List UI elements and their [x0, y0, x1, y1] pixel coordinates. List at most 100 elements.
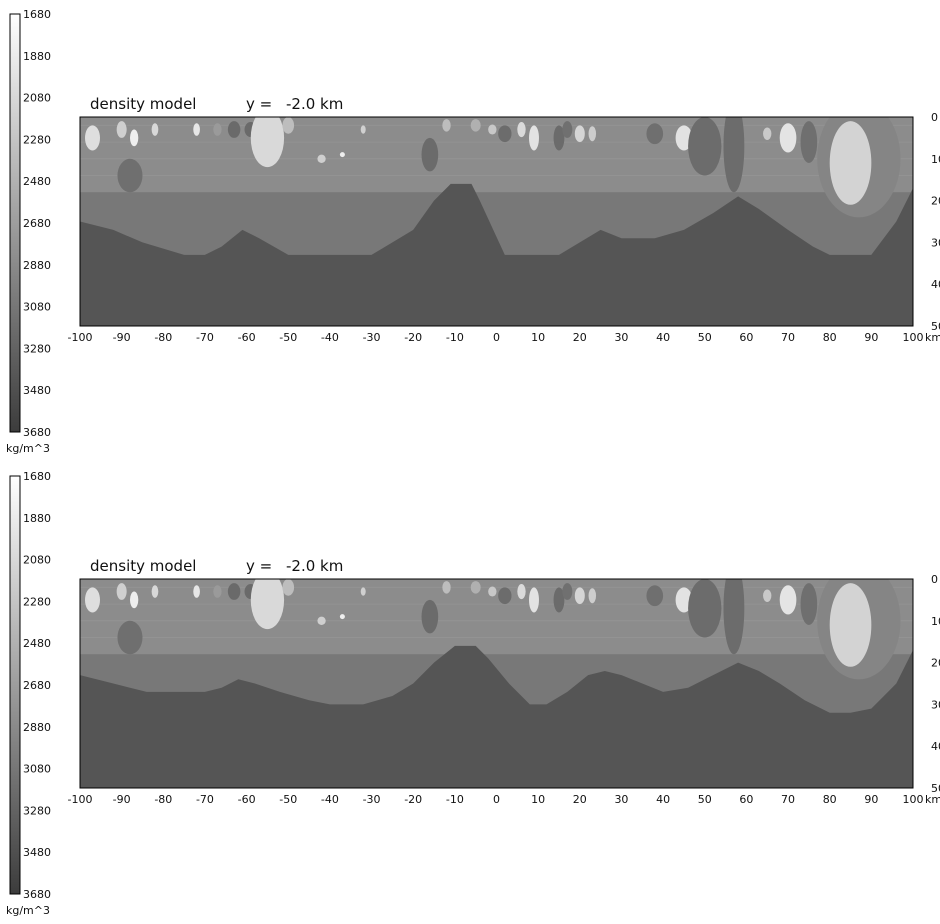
mantle-layer: [80, 183, 913, 326]
x-tick-label: -60: [238, 331, 256, 344]
depth-tick-label: 10: [931, 615, 940, 628]
density-anomaly: [282, 117, 295, 134]
colorbar-tick-label: 2880: [23, 721, 51, 734]
density-anomaly: [129, 129, 139, 147]
density-anomaly: [116, 121, 127, 138]
depth-tick-label: 10: [931, 153, 940, 166]
x-tick-label: -20: [404, 331, 422, 344]
colorbar: [9, 475, 21, 895]
x-tick-label: -100: [68, 331, 93, 344]
x-unit-label: km: [925, 331, 940, 344]
colorbar: [9, 13, 21, 433]
colorbar-tick-label: 3080: [23, 763, 51, 776]
density-anomaly: [553, 587, 565, 613]
depth-tick-label: 20: [931, 657, 940, 670]
colorbar-tick-label: 2880: [23, 259, 51, 272]
density-anomaly: [421, 599, 439, 634]
depth-tick-label: 0: [931, 573, 938, 586]
density-anomaly: [779, 585, 797, 615]
colorbar-tick-label: 1680: [23, 470, 51, 483]
x-tick-label: 0: [493, 331, 500, 344]
x-tick-label: 100: [903, 331, 924, 344]
x-tick-label: 70: [781, 793, 795, 806]
x-tick-label: 60: [739, 793, 753, 806]
density-anomaly: [517, 584, 526, 600]
x-tick-label: 10: [531, 331, 545, 344]
depth-tick-label: 30: [931, 236, 940, 249]
colorbar-tick-label: 2280: [23, 595, 51, 608]
x-tick-label: -70: [196, 793, 214, 806]
chart-title: density model: [90, 557, 196, 575]
chart-title: density model: [90, 95, 196, 113]
plot-frame: [79, 578, 914, 789]
colorbar-tick-label: 2480: [23, 637, 51, 650]
density-anomaly: [562, 121, 573, 138]
x-tick-label: -10: [446, 331, 464, 344]
density-anomaly: [829, 583, 872, 667]
panel-svg-1: density model y = -2.0 km-100 -90 -80 -70 -60-…: [6, 8, 940, 455]
density-anomaly: [588, 126, 597, 142]
density-anomaly: [213, 585, 222, 598]
chart-subtitle-label: y =: [246, 557, 272, 575]
density-anomaly: [517, 122, 526, 138]
x-tick-label: 20: [573, 793, 587, 806]
density-anomaly: [117, 620, 143, 655]
density-anomaly: [528, 125, 539, 151]
x-tick-label: 10: [531, 793, 545, 806]
density-anomaly: [488, 124, 497, 135]
plot-area: [80, 579, 913, 788]
density-anomaly: [129, 591, 139, 609]
x-tick-label: 90: [864, 331, 878, 344]
density-anomaly: [574, 125, 585, 143]
density-anomaly: [588, 588, 597, 604]
density-anomaly: [763, 127, 772, 140]
density-anomaly: [574, 587, 585, 605]
x-tick-label: -40: [321, 331, 339, 344]
colorbar-tick-label: 2680: [23, 217, 51, 230]
depth-tick-label: 30: [931, 698, 940, 711]
density-anomaly: [339, 614, 345, 620]
x-tick-label: 80: [823, 793, 837, 806]
density-anomaly: [675, 587, 693, 613]
x-tick-label: -70: [196, 331, 214, 344]
density-anomaly: [227, 121, 241, 138]
x-tick-label: -80: [154, 331, 172, 344]
colorbar-tick-label: 2680: [23, 679, 51, 692]
x-unit-label: km: [925, 793, 940, 806]
density-anomaly: [442, 581, 451, 594]
panel-svg-2: density model y = -2.0 km-100 -90 -80 -70 -60-…: [6, 470, 940, 917]
density-anomaly: [213, 123, 222, 136]
colorbar-tick-label: 1880: [23, 512, 51, 525]
density-anomaly: [250, 117, 285, 168]
density-anomaly: [646, 123, 664, 145]
depth-tick-label: 50: [931, 320, 940, 333]
density-anomaly: [117, 158, 143, 193]
density-anomaly: [675, 125, 693, 151]
x-tick-label: 20: [573, 331, 587, 344]
density-anomaly: [227, 583, 241, 600]
colorbar-tick-label: 2080: [23, 554, 51, 567]
colorbar-tick-label: 3480: [23, 846, 51, 859]
x-tick-label: -40: [321, 793, 339, 806]
x-tick-label: 30: [614, 793, 628, 806]
x-tick-label: 90: [864, 793, 878, 806]
density-anomaly: [553, 125, 565, 151]
density-anomaly: [723, 579, 745, 655]
x-tick-label: -50: [279, 793, 297, 806]
density-anomaly: [800, 121, 818, 163]
colorbar-tick-label: 3280: [23, 804, 51, 817]
x-tick-label: -20: [404, 793, 422, 806]
x-tick-label: 100: [903, 793, 924, 806]
x-tick-label: 60: [739, 331, 753, 344]
x-tick-label: -10: [446, 793, 464, 806]
x-tick-label: -30: [363, 793, 381, 806]
density-anomaly: [470, 581, 481, 594]
density-anomaly: [84, 587, 100, 613]
density-anomaly: [442, 119, 451, 132]
depth-tick-label: 0: [931, 111, 938, 124]
density-anomaly: [829, 121, 872, 205]
density-anomaly: [151, 123, 159, 136]
density-anomaly: [84, 125, 100, 151]
depth-tick-label: 40: [931, 278, 940, 291]
density-anomaly: [688, 117, 722, 176]
